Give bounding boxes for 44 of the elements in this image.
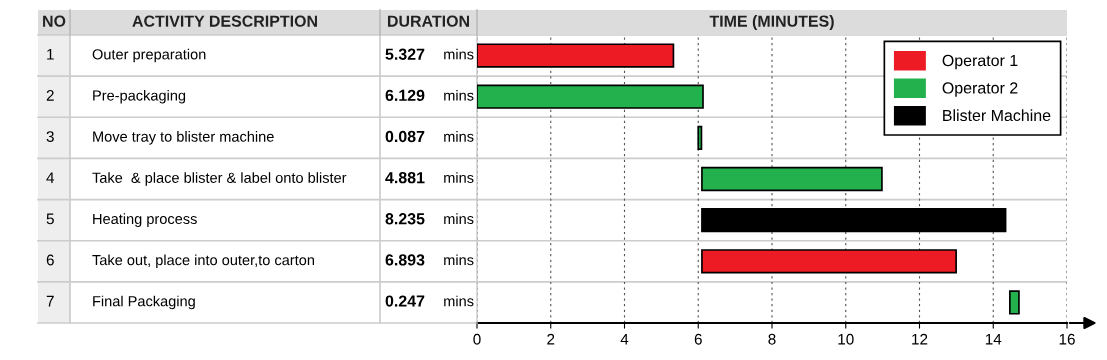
bar xyxy=(701,207,1007,233)
text: 1 xyxy=(47,49,54,60)
text: 2 xyxy=(46,90,54,101)
y-tick-label: Heating process xyxy=(93,213,197,227)
text: 5 xyxy=(46,213,54,225)
legend-label: Operator 1 xyxy=(942,54,1018,70)
x-tick-label: 6 xyxy=(694,333,702,345)
bar xyxy=(1009,290,1020,315)
x-tick-label: 0 xyxy=(473,333,481,345)
text: 6 xyxy=(46,254,54,266)
legend-label: Blister Machine xyxy=(943,109,1051,122)
bar xyxy=(701,249,957,274)
y-tick-label: Outer preparation xyxy=(92,48,206,63)
x-tick-label: 14 xyxy=(985,333,1002,345)
bar xyxy=(477,84,704,109)
chart-title: TIME (MINUTES) xyxy=(709,15,834,30)
text: 0.087 mins xyxy=(385,130,474,143)
x-tick-label: 2 xyxy=(547,333,555,345)
y-tick-label: Pre-packaging xyxy=(93,89,186,104)
text: 4.881 mins xyxy=(385,171,474,184)
bar xyxy=(697,125,703,151)
x-tick-label: 8 xyxy=(768,333,776,345)
text: 4 xyxy=(46,172,55,183)
y-tick-label: Take out, place into outer,to carton xyxy=(92,254,314,269)
text: DURATION xyxy=(388,15,469,27)
text: 7 xyxy=(46,295,54,307)
y-tick-label: Move tray to blister machine xyxy=(93,131,274,145)
text: 5.327 mins xyxy=(385,48,474,60)
text: 6.893 mins xyxy=(385,254,474,266)
x-tick-label: 12 xyxy=(912,333,928,345)
text: 6.129 mins xyxy=(385,89,474,101)
bar xyxy=(477,43,675,68)
text: ACTIVITY DESCRIPTION xyxy=(132,15,317,27)
text: 0.247 mins xyxy=(385,295,474,307)
text: NO xyxy=(43,15,66,27)
x-tick-label: 4 xyxy=(620,333,629,345)
x-tick-label: 10 xyxy=(838,333,854,345)
legend-label: Operator 2 xyxy=(942,82,1018,97)
text: 8.235 mins xyxy=(385,213,474,225)
y-tick-label: Final Packaging xyxy=(93,295,195,310)
x-tick-label: 16 xyxy=(1059,333,1075,345)
bar xyxy=(701,166,883,192)
y-tick-label: Take & place blister & label onto blister xyxy=(92,172,347,186)
text: 3 xyxy=(46,131,54,142)
